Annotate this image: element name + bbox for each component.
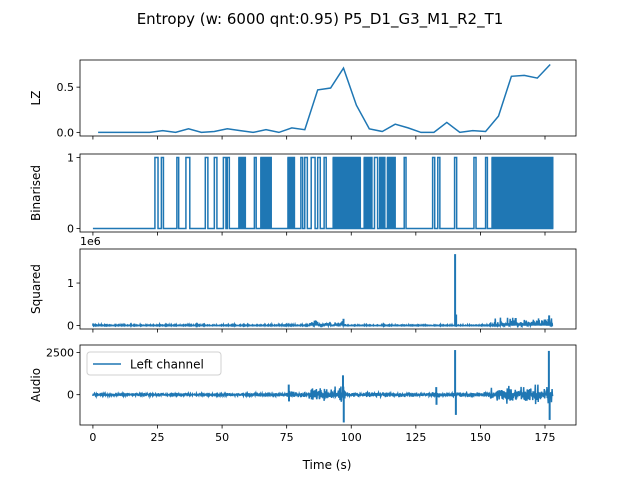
signal-line: [92, 384, 554, 405]
axes-binarised: 0 1 Binarised: [29, 152, 577, 236]
x-tick-label: 100: [341, 431, 362, 444]
y-tick-label: 0.5: [57, 81, 75, 94]
plot-area: [98, 63, 551, 134]
x-tick-label: 0: [89, 431, 96, 444]
x-tick-label: 175: [535, 431, 556, 444]
y-axis-label: Audio: [29, 368, 43, 402]
y-tick-label: 0: [67, 222, 74, 235]
figure-title: Entropy (w: 6000 qnt:0.95) P5_D1_G3_M1_R…: [137, 10, 504, 29]
axes-frame: [79, 344, 577, 426]
x-tick-label: 50: [215, 431, 229, 444]
y-axis-label: Squared: [29, 264, 43, 314]
x-axis-label: Time (s): [302, 458, 352, 472]
y-tick-label: 0.0: [57, 126, 75, 139]
plot-area: [92, 350, 554, 423]
y-tick-label: 0: [67, 320, 74, 333]
y-tick-label: 1: [67, 277, 74, 290]
axes-frame: [79, 248, 577, 330]
legend: Left channel: [86, 351, 222, 376]
axes-frame: [79, 59, 577, 137]
axes-lz: 0.0 0.5 LZ: [29, 59, 577, 140]
series-line: [98, 63, 551, 134]
y-tick-label: 0: [67, 389, 74, 402]
y-axis-label: LZ: [29, 91, 43, 106]
plot-area: [92, 156, 554, 230]
legend-label: Left channel: [130, 358, 204, 372]
y-tick-label: 1: [67, 152, 74, 165]
x-tick-label: 150: [470, 431, 491, 444]
signal-line: [92, 317, 554, 329]
axes-frame: [79, 153, 577, 233]
legend-box: [86, 351, 222, 376]
y-tick-label: 2500: [46, 347, 74, 360]
plot-area: [92, 254, 554, 329]
y-axis-label: Binarised: [29, 165, 43, 221]
y-exponent-label: 1e6: [80, 235, 101, 248]
axes-squared: 0 1 Squared 1e6: [29, 235, 577, 333]
binarised-line: [92, 156, 554, 230]
x-tick-label: 25: [151, 431, 165, 444]
x-tick-label: 125: [405, 431, 426, 444]
axes-group: 0.0 0.5 LZ 0 1 Binarised 0 1 Squared 1e6 0 25 50 75 10…: [29, 59, 577, 444]
x-tick-label: 75: [280, 431, 294, 444]
